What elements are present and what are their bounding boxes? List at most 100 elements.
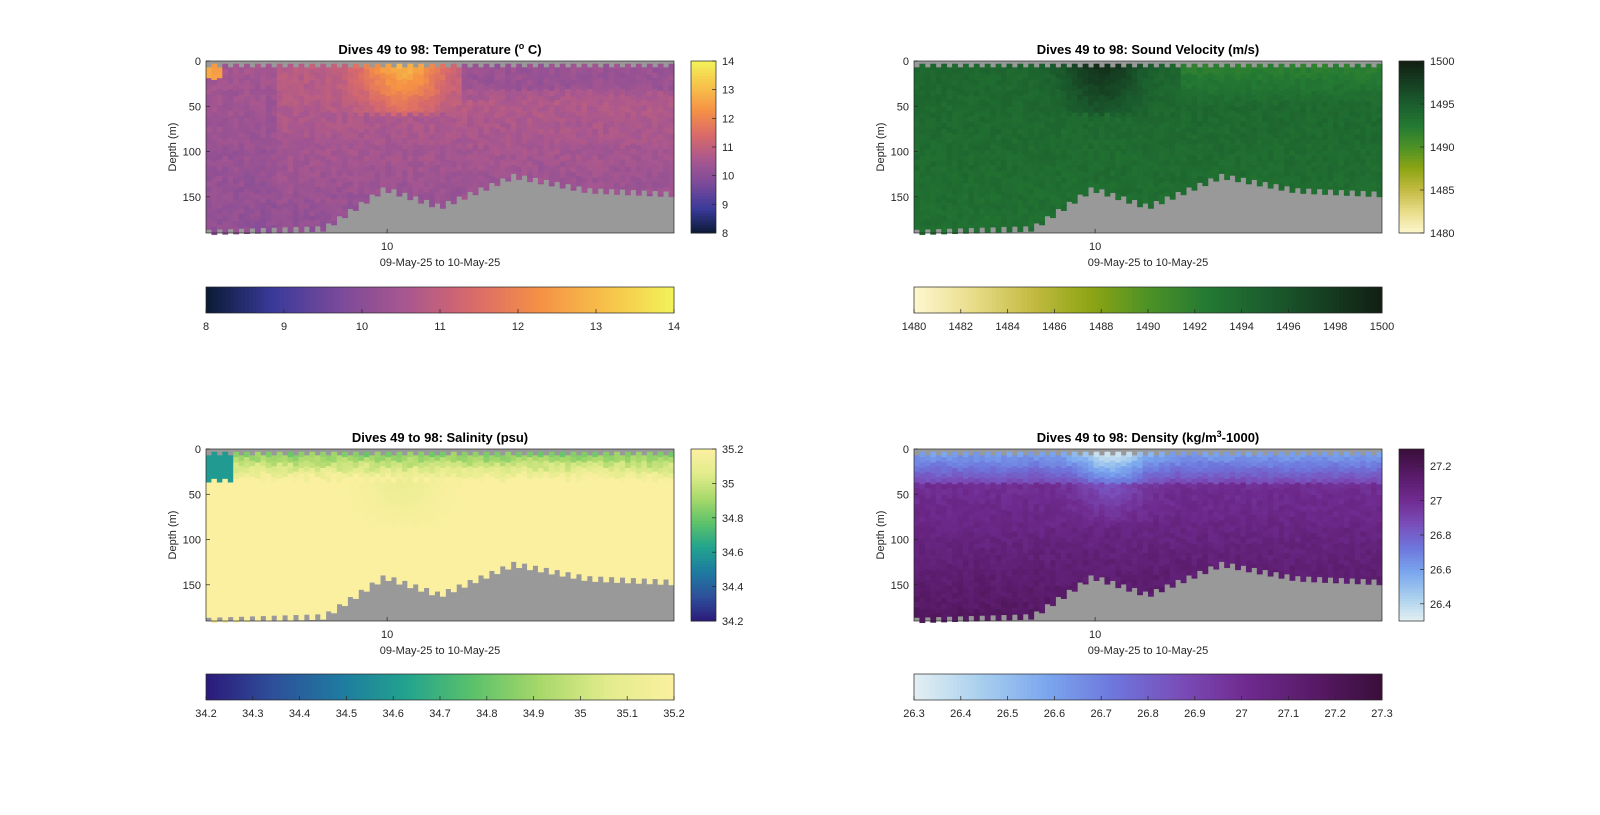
y-tick-label: 100: [183, 535, 201, 547]
colorbar-tick-label: 26.3: [903, 708, 924, 720]
colorbar-tick-label: 27: [1235, 708, 1247, 720]
colorbar-tick-label: 1495: [1430, 99, 1454, 111]
y-axis-label: Depth (m): [167, 511, 179, 560]
colorbar-tick-label: 1500: [1430, 56, 1454, 68]
colorbar-tick-label: 1486: [1042, 321, 1066, 333]
colorbar-vertical: 1480 1485 1490 1495 1500: [1398, 56, 1454, 240]
colorbar-frame: [690, 448, 717, 622]
axes-box: [913, 448, 1383, 622]
colorbar-tick-label: 34.8: [722, 513, 743, 525]
colorbar-tick-label: 8: [722, 228, 728, 240]
x-axis-label: 09-May-25 to 10-May-25: [380, 257, 500, 269]
x-axis-label: 09-May-25 to 10-May-25: [380, 645, 500, 657]
y-axis-label: Depth (m): [875, 123, 887, 172]
colorbar-horizontal: 8 9 10 11 12 13 14: [203, 286, 680, 333]
y-tick-label: 0: [195, 56, 201, 68]
y-tick-label: 150: [891, 192, 909, 204]
colorbar-tick-label: 27: [1430, 496, 1442, 508]
y-tick-label: 0: [195, 444, 201, 456]
panel-density: Dives 49 to 98: Density (kg/m3-1000) 0 50 1…: [875, 429, 1451, 720]
y-tick-label: 100: [891, 147, 909, 159]
colorbar-tick-label: 35: [722, 478, 734, 490]
colorbar-tick-label: 27.1: [1278, 708, 1299, 720]
heatmap-density: [914, 451, 1383, 624]
colorbar-tick-label: 12: [722, 113, 734, 125]
colorbar-tick-label: 1496: [1276, 321, 1300, 333]
colorbar-tick-label: 34.6: [382, 708, 403, 720]
colorbar-tick-label: 26.8: [1430, 530, 1451, 542]
colorbar-tick-label: 34.2: [195, 708, 216, 720]
x-tick-label: 10: [1089, 629, 1101, 641]
colorbar-tick-label: 34.5: [336, 708, 357, 720]
colorbar-tick-label: 11: [434, 321, 445, 333]
y-axis-label: Depth (m): [167, 123, 179, 172]
panel-title: Dives 49 to 98: Sound Velocity (m/s): [1037, 42, 1260, 57]
y-tick-label: 100: [891, 535, 909, 547]
x-axis-label: 09-May-25 to 10-May-25: [1088, 645, 1208, 657]
colorbar-tick-label: 9: [281, 321, 287, 333]
heatmap-salinity: [206, 451, 675, 624]
y-axis-label: Depth (m): [875, 511, 887, 560]
colorbar-tick-label: 12: [512, 321, 524, 333]
x-tick-label: 10: [381, 629, 393, 641]
axes-box: [913, 60, 1383, 234]
y-tick-label: 50: [189, 101, 201, 113]
colorbar-horizontal: 1480 1482 1484 1486 1488 1490 1492 1494 1496 1498…: [902, 286, 1394, 333]
colorbar-tick-label: 34.3: [242, 708, 263, 720]
colorbar-tick-label: 34.6: [722, 547, 743, 559]
colorbar-tick-label: 1488: [1089, 321, 1113, 333]
colorbar-tick-label: 26.7: [1090, 708, 1111, 720]
x-tick-label: 10: [381, 241, 393, 253]
colorbar-tick-label: 26.5: [997, 708, 1018, 720]
y-tick-label: 150: [183, 192, 201, 204]
colorbar-tick-label: 10: [356, 321, 368, 333]
colorbar-tick-label: 14: [722, 56, 734, 68]
colorbar-tick-label: 1498: [1323, 321, 1347, 333]
colorbar-tick-label: 1484: [995, 321, 1019, 333]
colorbar-tick-label: 27.2: [1430, 461, 1451, 473]
y-tick-label: 50: [897, 489, 909, 501]
y-tick-label: 150: [183, 580, 201, 592]
colorbar-tick-label: 27.3: [1371, 708, 1392, 720]
y-tick-label: 50: [189, 489, 201, 501]
colorbar-vertical: 26.4 26.6 26.8 27 27.2: [1398, 448, 1451, 622]
panel-temperature: Dives 49 to 98: Temperature (o C) 0 50 100 1…: [167, 41, 734, 333]
y-tick-label: 100: [183, 147, 201, 159]
colorbar-tick-label: 1494: [1229, 321, 1253, 333]
colorbar-tick-label: 34.9: [523, 708, 544, 720]
colorbar-horizontal: 34.2 34.3 34.4 34.5 34.6 34.7 34.8 34.9 35 35.1 35…: [195, 673, 685, 720]
colorbar-tick-label: 11: [722, 142, 733, 154]
x-axis-label: 09-May-25 to 10-May-25: [1088, 257, 1208, 269]
colorbar-tick-label: 34.8: [476, 708, 497, 720]
heatmap-temperature: [206, 63, 675, 236]
colorbar-tick-label: 26.6: [1044, 708, 1065, 720]
colorbar-tick-label: 26.4: [1430, 599, 1451, 611]
y-tick-label: 150: [891, 580, 909, 592]
panel-title: Dives 49 to 98: Temperature (o C): [338, 41, 541, 57]
colorbar-tick-label: 1480: [1430, 228, 1454, 240]
colorbar-tick-label: 13: [722, 85, 734, 97]
panel-salinity: Dives 49 to 98: Salinity (psu) 0 50 100 150 1…: [167, 430, 743, 720]
colorbar-tick-label: 35: [574, 708, 586, 720]
colorbar-vertical: 8 9 10 11 12 13 14: [690, 56, 734, 240]
panel-title: Dives 49 to 98: Salinity (psu): [352, 430, 528, 445]
colorbar-tick-label: 10: [722, 171, 734, 183]
colorbar-tick-label: 1492: [1183, 321, 1207, 333]
colorbar-tick-label: 1485: [1430, 185, 1454, 197]
colorbar-tick-label: 14: [668, 321, 680, 333]
colorbar-tick-label: 35.1: [616, 708, 637, 720]
y-tick-label: 0: [903, 56, 909, 68]
colorbar-tick-label: 35.2: [663, 708, 684, 720]
colorbar-tick-label: 1500: [1370, 321, 1394, 333]
colorbar-tick-label: 34.4: [289, 708, 310, 720]
colorbar-tick-label: 26.4: [950, 708, 971, 720]
colorbar-tick-label: 1490: [1136, 321, 1160, 333]
colorbar-tick-label: 27.2: [1324, 708, 1345, 720]
colorbar-tick-label: 34.4: [722, 582, 743, 594]
colorbar-tick-label: 1482: [949, 321, 973, 333]
colorbar-horizontal: 26.3 26.4 26.5 26.6 26.7 26.8 26.9 27 27.1 27.2 27…: [903, 673, 1393, 720]
heatmap-sound_velocity: [914, 63, 1383, 236]
colorbar-tick-label: 26.9: [1184, 708, 1205, 720]
colorbar-tick-label: 1480: [902, 321, 926, 333]
